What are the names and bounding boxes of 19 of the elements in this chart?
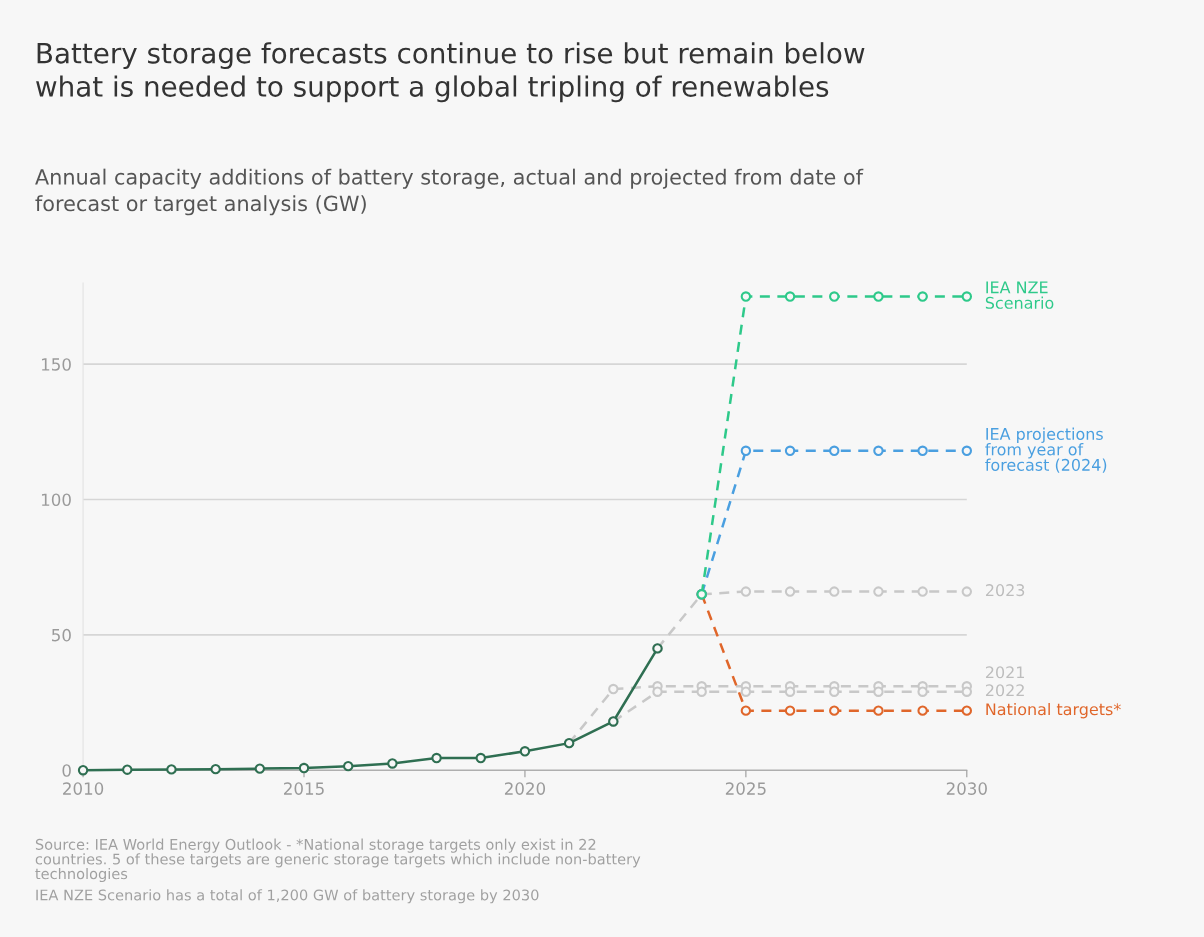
x-tick-label: 2015 [284, 782, 324, 795]
chart-subtitle: Annual capacity additions of battery storage, actual and projected from date of forecast or target analysis (GW) [35, 168, 864, 216]
series-label: IEA NZE Scenario [985, 281, 1054, 309]
x-tick-label: 2010 [63, 782, 104, 795]
series-label: 2021 [985, 666, 1024, 679]
series-label: National targets* [986, 702, 1121, 719]
y-tick-label: 50 [52, 628, 71, 642]
text: IEA NZE Scenario has a total of 1,200 GW of battery storage by 2030 [36, 889, 539, 904]
series-label: 2022 [985, 684, 1024, 697]
y-tick-label: 0 [62, 764, 71, 777]
x-tick-label: 2020 [504, 782, 546, 795]
x-tick-label: 2030 [946, 782, 987, 795]
x-tick-label: 2025 [725, 782, 766, 795]
series-label: 2023 [985, 584, 1025, 597]
y-tick-label: 150 [41, 358, 71, 371]
series-label: IEA projections from year of forecast (2024) [985, 427, 1107, 473]
source-note: Source: IEA World Energy Outlook - *National storage targets only exist in 22 countries. 5 of these targets are generic storage targets which include non-battery technologies [35, 838, 641, 883]
y-tick-label: 100 [41, 493, 71, 507]
chart-title: Battery storage forecasts continue to rise but remain below what is needed to support a global tripling of renewables [36, 42, 865, 103]
